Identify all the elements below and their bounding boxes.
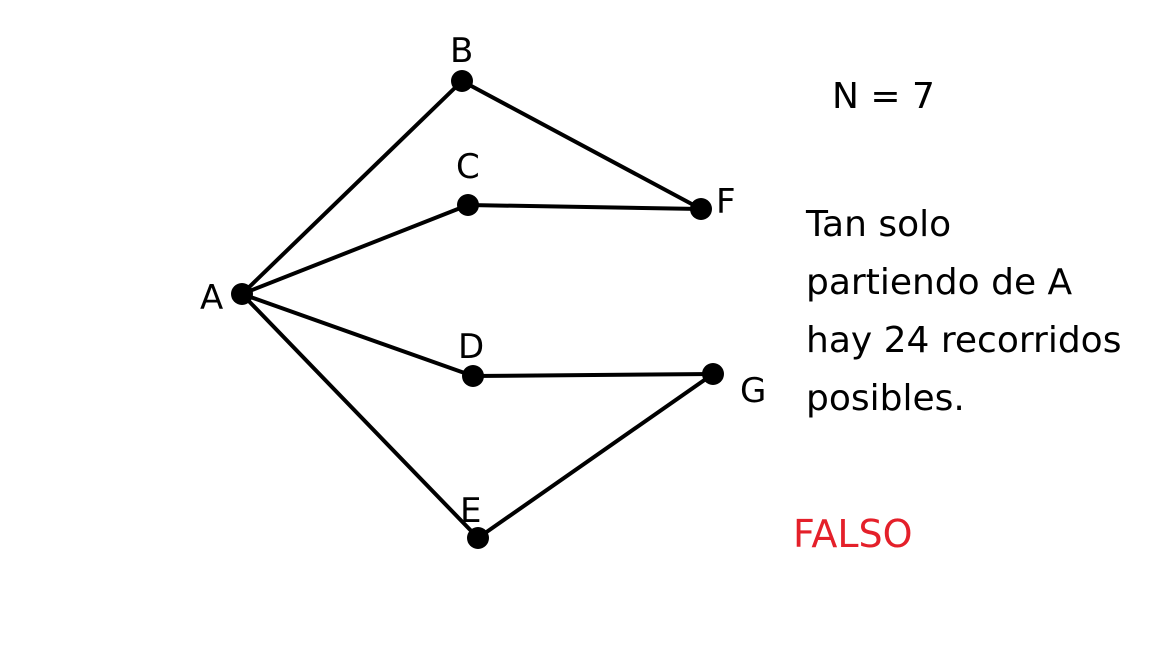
node-a [231, 283, 253, 305]
node-label-g: G [740, 371, 766, 411]
statement-line-2: partiendo de A [806, 262, 1073, 303]
statement-line-4: posibles. [806, 378, 965, 419]
node-e [467, 527, 489, 549]
statement-line-3: hay 24 recorridos [806, 320, 1122, 361]
node-c [457, 194, 479, 216]
nodes [231, 70, 724, 549]
node-label-d: D [458, 327, 484, 367]
node-label-b: B [450, 31, 473, 71]
edge-e-g [476, 372, 715, 540]
edge-a-c [240, 203, 470, 296]
node-label-a: A [200, 278, 223, 318]
verdict-label: FALSO [793, 512, 913, 556]
edges [240, 79, 715, 540]
edge-a-e [240, 292, 480, 540]
node-label-e: E [460, 491, 481, 531]
node-g [702, 363, 724, 385]
node-d [462, 365, 484, 387]
node-b [451, 70, 473, 92]
node-count-label: N = 7 [832, 76, 935, 117]
edge-a-b [240, 79, 464, 296]
statement-line-1: Tan solo [806, 204, 952, 245]
statement-text: Tan solo partiendo de A hay 24 recorrido… [806, 196, 1146, 428]
edge-a-d [240, 292, 475, 378]
edge-c-f [466, 203, 703, 211]
node-label-c: C [456, 147, 480, 187]
node-labels: A B C D E F G [200, 31, 766, 531]
edge-b-f [460, 79, 703, 211]
edge-d-g [471, 372, 715, 378]
node-label-f: F [716, 182, 736, 222]
node-f [690, 198, 712, 220]
